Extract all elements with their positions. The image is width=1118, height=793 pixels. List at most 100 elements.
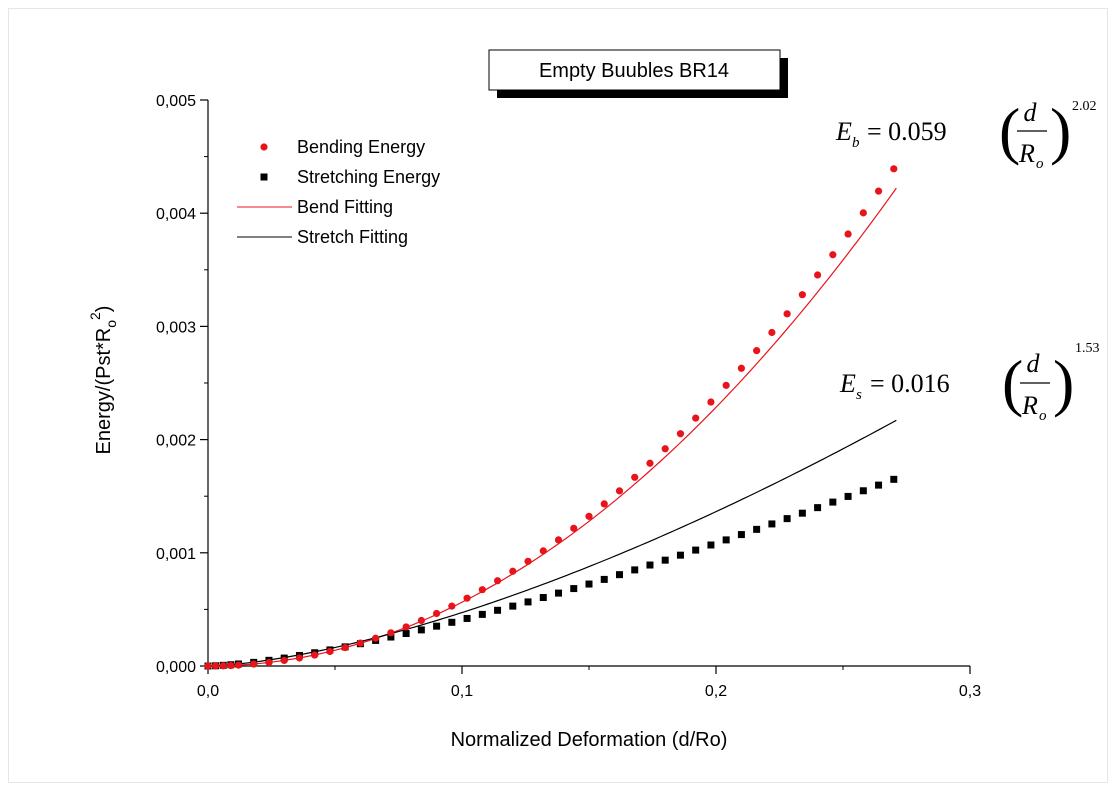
bending-energy-point [631, 473, 639, 481]
x-tick-label: 0,3 [959, 683, 981, 700]
y-axis-label: Energy/(Pst*Ro2) [87, 306, 119, 455]
eq-stretching-den-sub: o [1039, 408, 1047, 424]
stretching-energy-point [417, 626, 425, 634]
bending-energy-point [661, 445, 669, 453]
bending-energy-point [570, 524, 578, 532]
y-axis-label-sub: o [103, 320, 119, 328]
bending-energy-point [814, 271, 822, 279]
eq-bending-paren-right: ) [1050, 95, 1071, 166]
legend-marker-stretching [260, 173, 268, 181]
bending-energy-point [463, 594, 471, 602]
eq-stretching-coef: = 0.016 [870, 369, 950, 398]
legend-marker-bending [260, 143, 268, 151]
eq-stretching-paren-right: ) [1053, 347, 1074, 418]
bending-energy-point [372, 634, 380, 642]
stretching-energy-point [844, 492, 852, 500]
bending-energy-point [341, 643, 349, 652]
y-tick-label: 0,003 [156, 319, 196, 336]
bending-energy-point [722, 381, 730, 389]
bending-energy-point [311, 651, 319, 659]
eq-bending-paren-left: ( [999, 95, 1020, 166]
chart-title: Empty Buubles BR14 [539, 60, 729, 82]
stretching-energy-point [814, 504, 822, 512]
eq-bending-sub: b [852, 135, 860, 151]
stretching-energy-point [387, 633, 395, 641]
eq-bending-coef: = 0.059 [867, 117, 947, 146]
bending-energy-point [280, 656, 288, 665]
data-points [204, 165, 898, 670]
y-tick-label: 0,000 [156, 659, 196, 676]
bending-energy-point [753, 347, 761, 355]
bending-energy-point [295, 654, 304, 662]
bending-energy-point [417, 616, 425, 625]
bending-energy-point [874, 187, 883, 195]
stretching-energy-point [737, 531, 745, 539]
bending-energy-point [227, 661, 235, 670]
x-tick-label: 0,2 [705, 683, 727, 700]
stretching-energy-point [890, 475, 898, 483]
eq-bending-num: d [1024, 98, 1038, 127]
stretching-energy-point [859, 487, 867, 495]
eq-stretching-den: R [1021, 391, 1038, 420]
stretching-energy-point [722, 536, 730, 544]
stretching-energy-point [707, 541, 715, 549]
bending-energy-point [615, 487, 624, 495]
bending-energy-point [554, 536, 563, 544]
y-tick-label: 0,005 [156, 93, 196, 110]
stretching-energy-point [829, 498, 837, 506]
bending-energy-point [585, 512, 593, 520]
eq-stretching-sub: s [856, 387, 862, 403]
bending-energy-point [600, 500, 608, 508]
stretching-energy-point [661, 556, 669, 564]
bending-energy-point [212, 662, 220, 670]
bending-energy-point [707, 398, 715, 406]
stretching-energy-point [615, 571, 623, 579]
bending-energy-point [387, 629, 395, 637]
y-axis-label-close: ) [93, 306, 115, 313]
eq-stretching-lhs: E [839, 369, 856, 398]
stretching-energy-point [539, 594, 547, 602]
y-tick-label: 0,001 [156, 546, 196, 563]
stretching-energy-point [463, 614, 471, 622]
bending-energy-point [493, 577, 502, 585]
bending-energy-point [524, 557, 532, 565]
title-box-frame [488, 49, 781, 91]
legend-label-stretch-fit: Stretch Fitting [297, 227, 408, 247]
x-axis-label: Normalized Deformation (d/Ro) [451, 729, 728, 751]
bending-energy-point [737, 364, 746, 372]
eq-bending-lhs: E [835, 117, 852, 146]
eq-bending-den-sub: o [1036, 156, 1044, 172]
bending-energy-point [692, 414, 700, 422]
eq-stretching-exp: 1.53 [1075, 341, 1100, 356]
stretching-energy-point [798, 509, 806, 517]
bending-energy-point [204, 662, 212, 670]
fit-line-bend-fitting [207, 187, 897, 667]
stretching-energy-point [509, 602, 517, 610]
bending-energy-point [478, 586, 486, 594]
stretching-energy-point [585, 580, 593, 588]
stretching-energy-point [676, 551, 684, 559]
bending-energy-point [219, 662, 227, 670]
eq-bending-exp: 2.02 [1072, 99, 1097, 114]
bending-energy-point [829, 251, 837, 259]
stretching-energy-point [875, 481, 883, 489]
bending-energy-point [890, 165, 898, 173]
bending-energy-point [265, 658, 273, 667]
stretching-energy-point [631, 566, 639, 574]
stretching-energy-point [768, 520, 776, 528]
eq-stretching-num: d [1027, 349, 1041, 378]
bending-energy-point [646, 459, 654, 467]
stretching-energy-point [433, 622, 441, 630]
bending-energy-point [798, 291, 806, 299]
bending-energy-point [783, 310, 791, 318]
stretching-energy-point [753, 525, 761, 533]
bending-energy-point [844, 230, 852, 238]
bending-energy-point [433, 609, 441, 618]
fit-line-stretch-fitting [207, 419, 897, 667]
y-ticks: 0,000 0,001 0,002 0,003 0,004 0,005 [156, 93, 208, 676]
stretching-energy-point [555, 589, 563, 597]
bending-energy-point [859, 209, 867, 217]
y-tick-label: 0,002 [156, 433, 196, 450]
bending-energy-point [250, 660, 258, 668]
y-axis-label-sup: 2 [87, 312, 103, 320]
